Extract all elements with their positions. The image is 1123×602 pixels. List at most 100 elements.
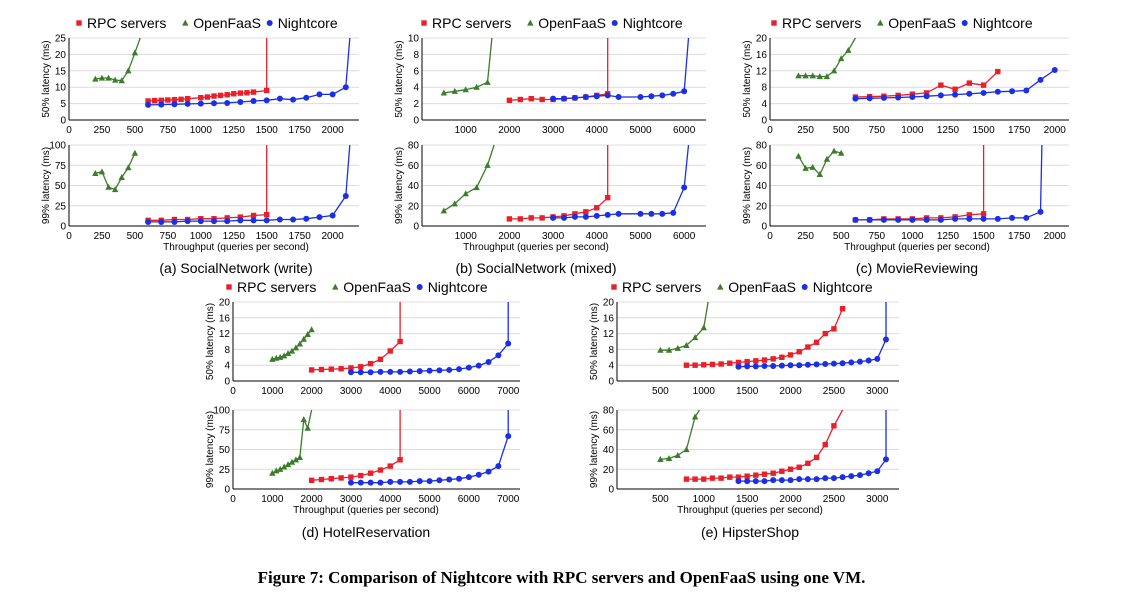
y-tick-label: 4: [224, 361, 230, 372]
data-point-nightcore: [604, 92, 611, 99]
data-point-nightcore: [475, 362, 482, 369]
data-point-openfaas: [131, 149, 139, 156]
y-tick-label: 4: [413, 83, 419, 94]
x-tick-label: 1000: [261, 386, 284, 397]
data-point-nightcore: [852, 95, 859, 102]
data-point-openfaas: [300, 416, 307, 423]
data-point-rpc-servers: [770, 356, 776, 362]
y-axis-label: 50% latency (ms): [394, 40, 405, 117]
x-tick-label: 1750: [1008, 125, 1031, 136]
data-point-rpc-servers: [224, 92, 230, 98]
data-point-rpc-servers: [831, 326, 837, 332]
data-point-rpc-servers: [594, 205, 600, 211]
data-point-openfaas: [276, 465, 284, 472]
y-tick-label: 75: [55, 161, 67, 172]
data-area: [440, 144, 690, 222]
x-tick-label: 0: [230, 494, 236, 505]
y-tick-label: 0: [413, 116, 419, 127]
y-axis-label: 99% latency (ms): [394, 147, 405, 224]
legend-label-rpc-servers: RPC servers: [237, 279, 316, 295]
data-point-openfaas: [674, 344, 681, 351]
data-point-openfaas: [111, 186, 119, 193]
data-area: [440, 37, 690, 104]
y-tick-label: 5: [60, 99, 66, 110]
x-tick-label: 3000: [866, 494, 889, 505]
data-point-openfaas: [683, 446, 690, 453]
data-point-nightcore: [446, 476, 453, 483]
data-point-rpc-servers: [264, 211, 270, 218]
data-point-nightcore: [866, 216, 873, 223]
data-point-nightcore: [550, 214, 557, 221]
x-tick-label: 4000: [379, 386, 402, 397]
data-point-nightcore: [735, 363, 742, 370]
data-point-rpc-servers: [980, 211, 987, 217]
x-tick-label: 750: [868, 231, 885, 242]
data-point-rpc-servers: [770, 470, 776, 476]
data-point-nightcore: [744, 363, 751, 370]
data-point-nightcore: [593, 93, 600, 100]
data-point-rpc-servers: [308, 477, 315, 484]
data-point-rpc-servers: [744, 473, 750, 479]
y-axis-label: 50% latency (ms): [742, 40, 753, 117]
y-tick-label: 8: [761, 83, 767, 94]
x-tick-label: 5000: [629, 125, 652, 136]
data-point-rpc-servers: [761, 357, 768, 363]
x-tick-label: 1000: [190, 231, 213, 242]
x-tick-label: 0: [230, 386, 236, 397]
data-point-nightcore: [436, 477, 443, 484]
data-point-nightcore: [387, 368, 394, 375]
x-tick-label: 1000: [261, 494, 284, 505]
x-tick-label: 3000: [340, 494, 363, 505]
y-tick-label: 16: [603, 313, 615, 324]
y-tick-label: 8: [608, 345, 614, 356]
data-point-nightcore: [980, 89, 987, 96]
series-line-nightcore: [553, 37, 690, 100]
y-axis-label: 50% latency (ms): [589, 303, 600, 380]
data-point-rpc-servers: [231, 91, 237, 97]
data-point-rpc-servers: [822, 441, 828, 448]
data-point-openfaas: [816, 170, 824, 177]
data-point-openfaas: [105, 183, 112, 190]
data-point-rpc-servers: [923, 90, 930, 96]
legend-label-rpc-servers: RPC servers: [622, 279, 701, 295]
data-point-nightcore: [224, 218, 231, 225]
legend-marker-nightcore: [801, 284, 808, 290]
x-tick-label: 2000: [322, 231, 345, 242]
data-point-rpc-servers: [980, 82, 987, 88]
data-point-nightcore: [237, 98, 244, 105]
y-tick-label: 80: [603, 406, 615, 417]
legend-label-nightcore: Nightcore: [813, 279, 873, 295]
data-point-nightcore: [505, 433, 512, 440]
data-area: [795, 37, 1058, 102]
data-point-nightcore: [822, 361, 829, 368]
data-point-openfaas: [837, 55, 845, 62]
data-point-nightcore: [416, 368, 423, 375]
panel-p50: 0 2 4 6 8 10 1000 2000 3000 4000 5000 6000 50% laten…: [394, 34, 706, 136]
data-point-nightcore: [874, 355, 881, 362]
data-point-nightcore: [648, 210, 655, 217]
data-point-rpc-servers: [727, 474, 733, 480]
data-point-nightcore: [895, 94, 902, 101]
x-tick-label: 0: [66, 231, 72, 242]
x-tick-label: 500: [652, 386, 669, 397]
y-tick-label: 60: [603, 425, 615, 436]
data-point-rpc-servers: [318, 366, 325, 373]
series-line-rpc-servers: [686, 308, 844, 366]
y-axis-label: 50% latency (ms): [41, 40, 52, 117]
data-point-rpc-servers: [387, 348, 393, 354]
panel-p50: 0 4 8 12 16 20 500 1000 1500 2000 2500 3000 50% late…: [589, 298, 899, 397]
data-point-rpc-servers: [709, 475, 716, 481]
data-point-rpc-servers: [328, 366, 334, 372]
x-axis-label: Throughput (queries per second): [163, 242, 309, 253]
data-point-openfaas: [296, 454, 304, 460]
data-point-openfaas: [92, 75, 99, 82]
y-tick-label: 20: [756, 34, 768, 45]
data-point-nightcore: [856, 472, 863, 479]
data-point-nightcore: [923, 93, 930, 100]
data-point-openfaas: [845, 46, 852, 53]
panel-p50: 0 4 8 12 16 20 0 250 500 750 1000 1250 1500 1750 2000 5…: [742, 34, 1069, 136]
data-point-rpc-servers: [822, 330, 828, 337]
x-tick-label: 4000: [379, 494, 402, 505]
